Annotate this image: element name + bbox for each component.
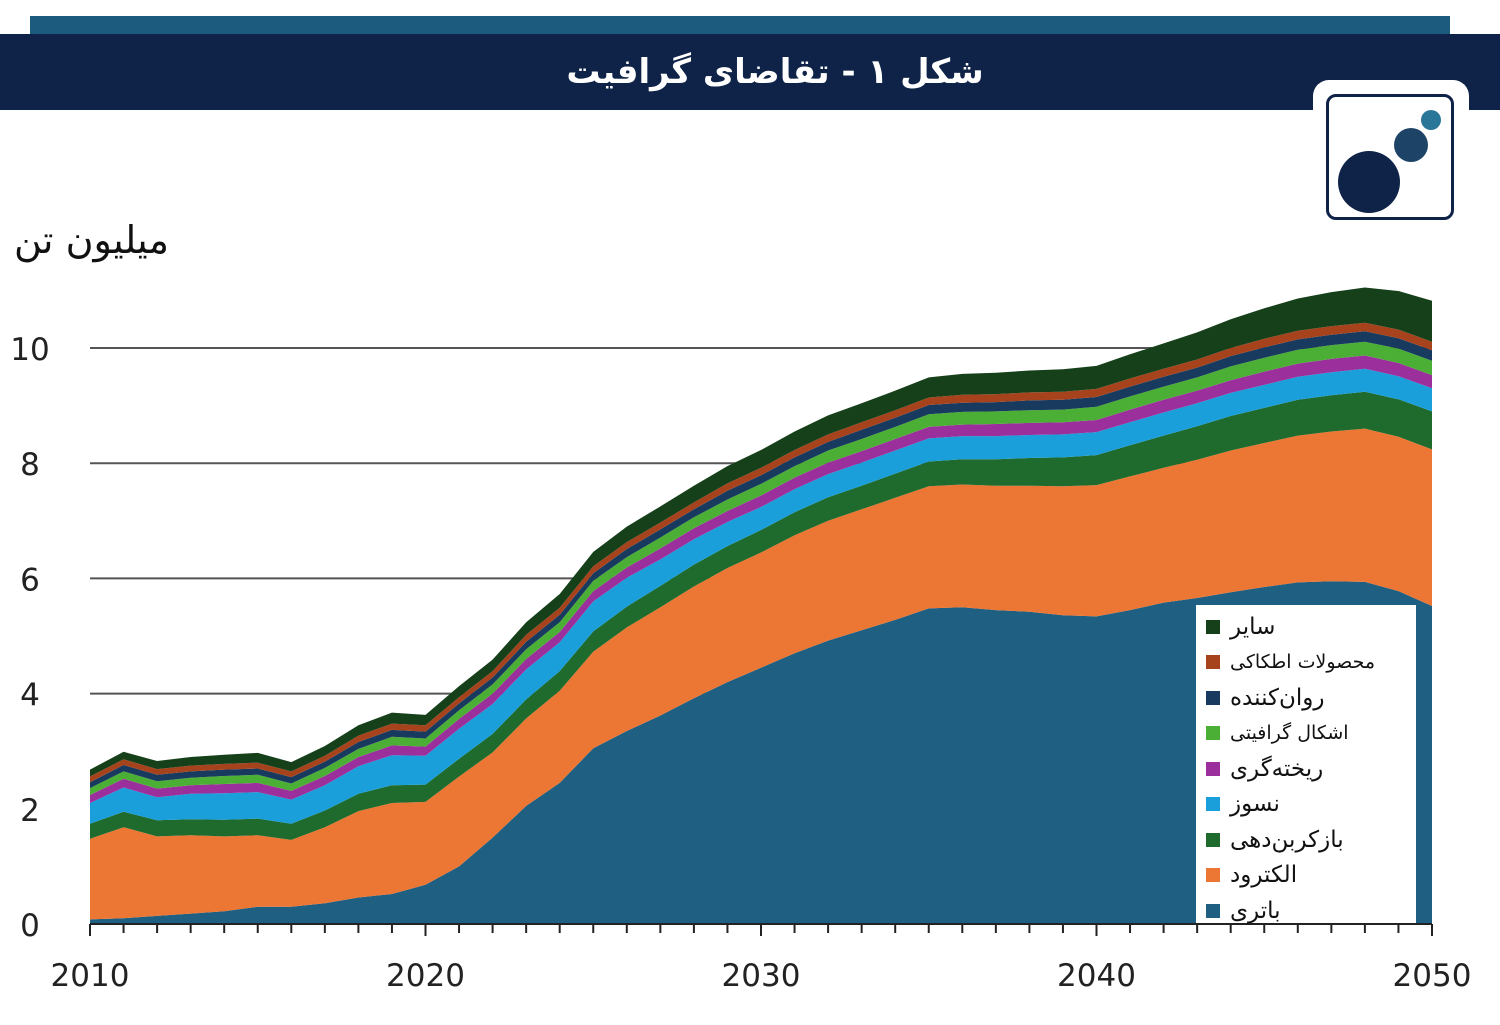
legend-item: محصولات اطکاکی — [1206, 645, 1416, 681]
page-title: شکل ۱ - تقاضای گرافیت — [566, 52, 984, 92]
y-tick-label: 8 — [20, 447, 40, 483]
legend-item: ریخته‌گری — [1206, 751, 1416, 787]
legend-swatch — [1206, 832, 1220, 847]
legend-swatch — [1206, 761, 1220, 776]
x-tick-label: 2050 — [1393, 958, 1472, 994]
area-series — [90, 428, 1432, 920]
legend-swatch — [1206, 868, 1220, 883]
legend-label: اشکال گرافیتی — [1230, 722, 1349, 745]
legend-label: سایر — [1230, 613, 1276, 640]
legend-label: باتری — [1230, 897, 1281, 924]
legend-swatch — [1206, 655, 1220, 670]
legend-swatch — [1206, 690, 1220, 705]
legend-item: بازکربن‌دهی — [1206, 822, 1416, 858]
legend-item: روان‌کننده — [1206, 680, 1416, 716]
legend-item: سایر — [1206, 609, 1416, 645]
legend-swatch — [1206, 903, 1220, 918]
legend-swatch — [1206, 797, 1220, 812]
y-tick-label: 4 — [20, 678, 40, 714]
legend-item: نسوز — [1206, 787, 1416, 823]
legend-swatch — [1206, 726, 1220, 741]
chart-legend: سایر محصولات اطکاکی روان‌کننده اشکال گرافیت… — [1196, 605, 1416, 924]
x-tick-label: 2010 — [51, 958, 130, 994]
legend-label: نسوز — [1230, 791, 1280, 818]
y-tick-label: 2 — [20, 793, 40, 829]
y-tick-label: 10 — [10, 332, 49, 368]
legend-item: اشکال گرافیتی — [1206, 716, 1416, 752]
legend-label: ریخته‌گری — [1230, 755, 1324, 782]
header-band — [0, 34, 1500, 110]
legend-label: محصولات اطکاکی — [1230, 651, 1376, 674]
legend-label: بازکربن‌دهی — [1230, 826, 1344, 853]
legend-item: باتری — [1206, 893, 1416, 929]
y-tick-label: 6 — [20, 562, 40, 598]
legend-item: الکترود — [1206, 858, 1416, 894]
legend-swatch — [1206, 619, 1220, 634]
legend-label: الکترود — [1230, 862, 1298, 889]
y-axis-label: میلیون تن — [14, 218, 169, 262]
x-tick-label: 2020 — [386, 958, 465, 994]
area-series — [90, 581, 1432, 924]
y-tick-label: 0 — [20, 908, 40, 944]
legend-label: روان‌کننده — [1230, 684, 1325, 711]
top-accent-strip — [30, 16, 1450, 34]
x-tick-label: 2040 — [1057, 958, 1136, 994]
bubbles-logo-icon — [1326, 94, 1454, 220]
x-tick-label: 2030 — [722, 958, 801, 994]
